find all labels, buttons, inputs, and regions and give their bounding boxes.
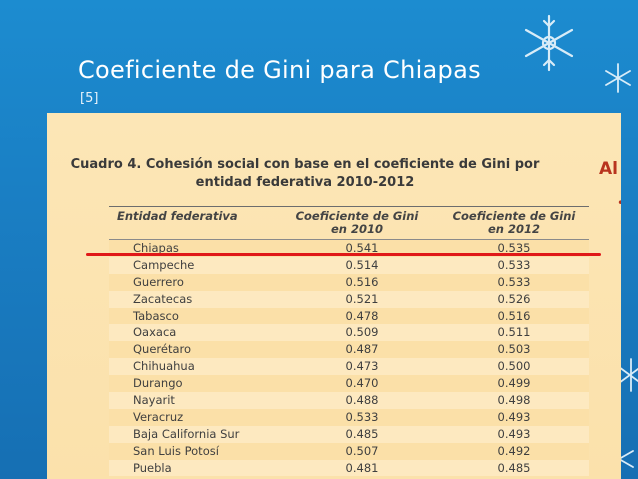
cell-gini-2010: 0.509 <box>345 325 379 340</box>
cell-entity: Baja California Sur <box>133 426 240 441</box>
table-row: Campeche 0.514 0.533 <box>109 256 589 274</box>
cell-gini-2010: 0.487 <box>345 342 379 357</box>
cell-gini-2012: 0.535 <box>497 241 531 255</box>
cell-gini-2012: 0.500 <box>497 359 531 374</box>
cell-gini-2012: 0.493 <box>497 426 531 441</box>
table-caption: Cuadro 4. Cohesión social con base en el… <box>47 156 563 192</box>
slide-reference: [5] <box>80 91 99 106</box>
table-row: Nayarit 0.488 0.498 <box>109 392 589 409</box>
cell-entity: Chiapas <box>133 241 179 255</box>
cell-gini-2012: 0.533 <box>497 257 531 272</box>
gini-table: Entidad federativa Coeficiente de Gini e… <box>109 206 589 477</box>
snowflake-icon <box>605 63 631 93</box>
cell-entity: Veracruz <box>133 409 184 424</box>
cell-gini-2010: 0.533 <box>345 409 379 424</box>
cell-gini-2012: 0.485 <box>497 460 531 475</box>
cell-gini-2010: 0.485 <box>345 426 379 441</box>
cell-entity: San Luis Potosí <box>133 443 219 458</box>
cell-gini-2012: 0.503 <box>497 342 531 357</box>
table-body: Chiapas 0.541 0.535 Campeche 0.514 0.533 Guerr… <box>109 240 589 477</box>
cell-gini-2012: 0.492 <box>497 443 531 458</box>
cell-gini-2010: 0.541 <box>345 241 379 255</box>
cell-entity: Querétaro <box>133 342 192 357</box>
cell-entity: Chihuahua <box>133 359 195 374</box>
cell-entity: Nayarit <box>133 393 175 408</box>
table-row: San Luis Potosí 0.507 0.492 <box>109 442 589 460</box>
table-row: Chiapas 0.541 0.535 <box>109 240 589 257</box>
cell-gini-2010: 0.507 <box>345 443 379 458</box>
cell-gini-2012: 0.493 <box>497 409 531 424</box>
table-row: Zacatecas 0.521 0.526 <box>109 290 589 308</box>
side-bullet: • <box>617 196 621 210</box>
table-row: Baja California Sur 0.485 0.493 <box>109 425 589 443</box>
cell-gini-2010: 0.514 <box>345 257 379 272</box>
cell-entity: Campeche <box>133 257 195 272</box>
caption-line-2: entidad federativa 2010-2012 <box>195 175 415 190</box>
cell-gini-2012: 0.526 <box>497 291 531 306</box>
cell-gini-2010: 0.481 <box>345 460 379 475</box>
table-row: Durango 0.470 0.499 <box>109 375 589 393</box>
cell-gini-2012: 0.498 <box>497 393 531 408</box>
table-row: Tabasco 0.478 0.516 <box>109 307 589 325</box>
header-gini-2012: Coeficiente de Gini en 2012 <box>439 210 589 236</box>
table-row: Veracruz 0.533 0.493 <box>109 408 589 426</box>
header-gini-2010-line1: Coeficiente de Gini <box>295 209 419 223</box>
table-row: Oaxaca 0.509 0.511 <box>109 324 589 342</box>
header-gini-2012-line1: Coeficiente de Gini <box>452 209 576 223</box>
table-header: Entidad federativa Coeficiente de Gini e… <box>109 206 589 240</box>
slide-title: Coeficiente de Gini para Chiapas <box>78 56 481 84</box>
header-gini-2012-line2: en 2012 <box>488 222 540 236</box>
side-text: Al <box>599 159 618 179</box>
highlight-line <box>86 253 601 256</box>
header-gini-2010-line2: en 2010 <box>331 222 383 236</box>
table-row: Chihuahua 0.473 0.500 <box>109 358 589 376</box>
document-image: Cuadro 4. Cohesión social con base en el… <box>47 113 621 479</box>
table-row: Puebla 0.481 0.485 <box>109 459 589 477</box>
caption-line-1: Cuadro 4. Cohesión social con base en el… <box>70 157 540 172</box>
cell-gini-2012: 0.499 <box>497 376 531 391</box>
cell-gini-2010: 0.473 <box>345 359 379 374</box>
cell-gini-2010: 0.488 <box>345 393 379 408</box>
cell-entity: Durango <box>133 376 183 391</box>
cell-gini-2010: 0.470 <box>345 376 379 391</box>
cell-entity: Tabasco <box>133 308 179 323</box>
cell-entity: Oaxaca <box>133 325 177 340</box>
header-entity: Entidad federativa <box>117 209 238 223</box>
table-row: Guerrero 0.516 0.533 <box>109 273 589 291</box>
table-row: Querétaro 0.487 0.503 <box>109 341 589 359</box>
header-gini-2010: Coeficiente de Gini en 2010 <box>287 210 427 236</box>
cell-gini-2012: 0.533 <box>497 274 531 289</box>
cell-gini-2012: 0.511 <box>497 325 531 340</box>
snowflake-icon <box>618 358 638 392</box>
cell-entity: Guerrero <box>133 274 184 289</box>
snowflake-icon <box>524 14 574 72</box>
cell-entity: Puebla <box>133 460 172 475</box>
cell-gini-2010: 0.521 <box>345 291 379 306</box>
cell-gini-2010: 0.478 <box>345 308 379 323</box>
cell-gini-2012: 0.516 <box>497 308 531 323</box>
cell-entity: Zacatecas <box>133 291 193 306</box>
cell-gini-2010: 0.516 <box>345 274 379 289</box>
